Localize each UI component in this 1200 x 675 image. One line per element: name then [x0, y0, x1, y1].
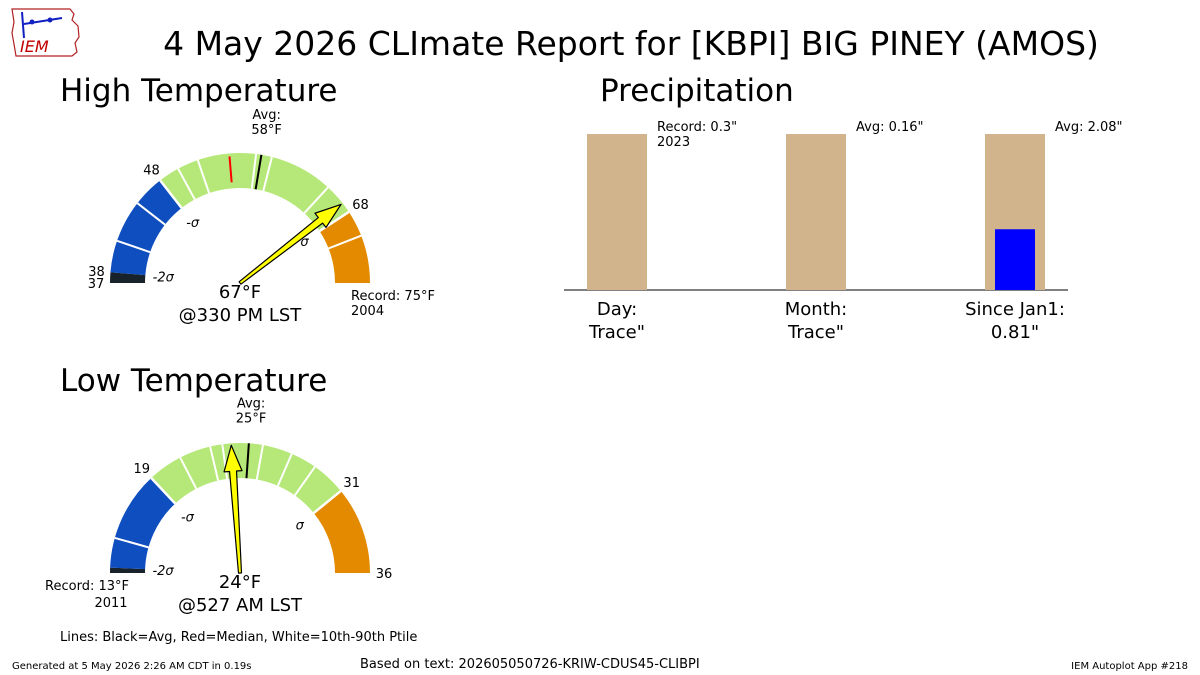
precip-category-label: Trace" — [787, 322, 844, 343]
gauge-record-label: Record: 13°F — [45, 579, 129, 594]
gauge-tick-label: 31 — [343, 476, 360, 491]
gauge-sigma-label: σ — [300, 235, 309, 250]
sigma-boundary-line — [159, 179, 183, 209]
gauge-tick-label: 37 — [88, 277, 105, 292]
lines-note: Lines: Black=Avg, Red=Median, White=10th… — [60, 630, 417, 645]
percentile-line — [276, 453, 293, 487]
percentile-line — [262, 156, 273, 192]
percentile-line — [136, 202, 166, 226]
percentile-line — [303, 186, 329, 214]
gauge-tick-label: 38 — [88, 265, 105, 280]
gauge-band-minus-sigma — [110, 180, 182, 276]
high-temp-title: High Temperature — [60, 73, 337, 109]
precip-title: Precipitation — [600, 73, 794, 109]
gauge-band-below-2sigma — [110, 567, 146, 573]
gauge-observed-value: 67°F — [219, 282, 261, 303]
average-line — [254, 154, 263, 190]
iowa-outline-icon — [11, 8, 80, 57]
gauge-record-label: 2004 — [351, 304, 384, 319]
gauge-band-above-sigma — [313, 490, 370, 573]
precip-category-label: Trace" — [588, 322, 645, 343]
precip-category-label: Month: — [785, 299, 847, 320]
iem-logo: IEM — [11, 8, 80, 57]
gauge-band-below-2sigma — [110, 272, 146, 283]
percentile-line — [255, 444, 264, 480]
precip-bar-annotation: Avg: 0.16" — [856, 120, 924, 135]
observed-needle — [238, 203, 342, 285]
average-line — [245, 443, 250, 479]
precip-category-label: Day: — [597, 299, 637, 320]
gauge-record-label: 2011 — [94, 596, 127, 611]
gauge-tick-label: 48 — [143, 163, 160, 178]
precip-category-label: 0.81" — [991, 322, 1039, 343]
station-cup — [47, 17, 53, 23]
gauge-record-label: Record: 75°F — [351, 289, 435, 304]
sigma-boundary-line — [150, 477, 177, 505]
gauge-tick-label: 36 — [376, 567, 393, 582]
gauge-band-normal — [160, 153, 349, 232]
precip-bar-annotation: 2023 — [657, 135, 690, 150]
gauge-average-label: 25°F — [236, 411, 267, 426]
gauge-average-label: Avg: — [252, 108, 280, 123]
percentile-line — [293, 466, 316, 496]
station-cup — [29, 19, 35, 25]
sigma-boundary-line — [312, 489, 342, 515]
gauge-sigma-label: -2σ — [152, 564, 174, 579]
footer-app: IEM Autoplot App #218 — [1071, 661, 1188, 672]
footer-generated: Generated at 5 May 2026 2:26 AM CDT in 0… — [12, 661, 252, 672]
gauge-observed-value: 24°F — [219, 572, 261, 593]
page-title: 4 May 2026 CLImate Report for [KBPI] BIG… — [163, 24, 1099, 63]
percentile-line — [179, 457, 198, 490]
gauge-sigma-label: -σ — [186, 216, 200, 231]
percentile-line — [250, 153, 258, 189]
logo-text: IEM — [20, 37, 49, 56]
gauge-observed-time: @527 AM LST — [178, 595, 303, 616]
median-line — [228, 156, 233, 183]
precip-category-label: Since Jan1: — [965, 299, 1065, 320]
gauge-sigma-label: -σ — [181, 511, 195, 526]
gauge-average-label: Avg: — [237, 396, 265, 411]
percentile-line — [328, 234, 362, 250]
percentile-line — [116, 239, 151, 254]
precip-bar-annotation: Record: 0.3" — [657, 120, 737, 135]
gauge-observed-time: @330 PM LST — [179, 305, 303, 326]
precip-avg-bar — [786, 134, 846, 290]
gauge-tick-label: 19 — [133, 462, 150, 477]
precip-bar-annotation: Avg: 2.08" — [1055, 120, 1123, 135]
gauge-band-above-sigma — [319, 211, 370, 283]
percentile-line — [196, 159, 211, 194]
gauge-average-label: 58°F — [251, 123, 282, 138]
gauge-sigma-label: σ — [296, 518, 305, 533]
precip-avg-bar — [587, 134, 647, 290]
low-temp-title: Low Temperature — [60, 363, 327, 399]
weather-station-icon — [21, 11, 25, 39]
observed-needle — [223, 444, 243, 574]
gauge-band-minus-sigma — [110, 477, 176, 570]
sigma-boundary-line — [318, 210, 350, 233]
precip-observed-bar — [995, 229, 1035, 290]
footer-based-on: Based on text: 202605050726-KRIW-CDUS45-… — [360, 657, 700, 672]
percentile-line — [221, 444, 229, 480]
gauge-tick-label: 68 — [352, 198, 369, 213]
percentile-line — [114, 536, 149, 549]
low-temp-gauge: 19 31 36 -2σ -σ σ Avg:25°F 24°F@527 AM LST Recor… — [45, 396, 392, 616]
percentile-line — [177, 168, 196, 200]
gauge-sigma-label: -2σ — [153, 271, 175, 286]
percentile-line — [209, 446, 220, 481]
